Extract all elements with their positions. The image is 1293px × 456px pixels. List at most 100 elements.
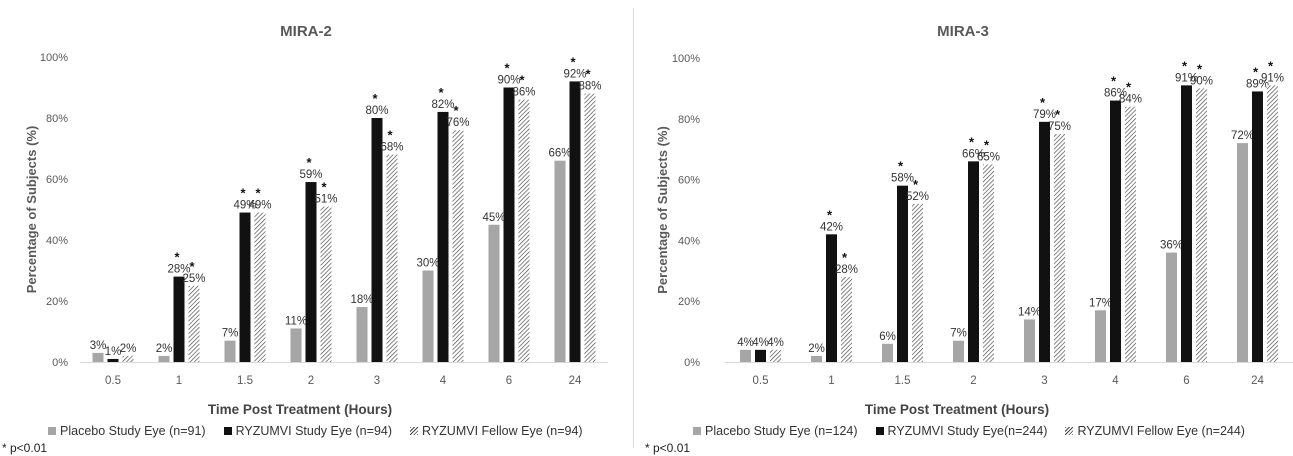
data-label: 3% [90, 340, 107, 352]
data-label: 2% [156, 343, 173, 355]
bar [371, 118, 383, 362]
bar [1267, 85, 1278, 363]
bar [826, 234, 837, 362]
x-tick-label: 24 [1251, 375, 1264, 387]
chart-mira-2: MIRA-2 0% 20% 40% 60% 80% 100% Percentage of Su… [24, 23, 608, 417]
data-label: 28% [167, 264, 190, 276]
significance-marker: * [984, 137, 990, 152]
bar [92, 352, 104, 362]
bar [1024, 319, 1035, 362]
bar [503, 87, 515, 362]
data-label: 58% [891, 173, 914, 185]
data-label: 76% [446, 117, 469, 129]
y-tick-label: 20% [678, 296, 700, 308]
data-label: 18% [350, 294, 373, 306]
significance-marker: * [306, 155, 312, 170]
bar [811, 355, 822, 362]
data-label: 68% [380, 142, 403, 154]
data-label: 7% [222, 328, 239, 340]
y-axis-label: Percentage of Subjects (%) [655, 126, 670, 294]
data-label: 59% [299, 169, 322, 181]
bar [882, 343, 893, 362]
bar [1125, 106, 1136, 362]
significance-marker: * [438, 85, 444, 100]
bar [1181, 85, 1192, 363]
data-label: 11% [285, 315, 307, 327]
data-label: 75% [1048, 121, 1071, 133]
y-tick-label: 80% [678, 114, 700, 126]
significance-marker: * [1268, 58, 1274, 73]
y-tick-label: 80% [46, 113, 68, 125]
significance-marker: * [1126, 80, 1132, 95]
x-tick-label: 0.5 [105, 375, 121, 387]
significance-marker: * [827, 207, 833, 222]
significance-marker: * [1182, 58, 1188, 73]
bar [107, 358, 119, 362]
bar [122, 355, 134, 362]
data-label: 89% [1246, 78, 1269, 90]
data-label: 2% [120, 343, 137, 355]
chart-panel-mira-2: MIRA-2 0% 20% 40% 60% 80% 100% Percentage of Su… [0, 0, 632, 456]
significance-marker: * [240, 186, 246, 201]
legend-label: Placebo Study Eye (n=91) [60, 424, 206, 438]
legend-label: Placebo Study Eye (n=124) [705, 424, 858, 438]
x-tick-label: 1.5 [895, 375, 911, 387]
footnote-mira-2: * p<0.01 [2, 441, 48, 455]
legend-swatch-ryzumvi-study [223, 427, 232, 435]
significance-marker: * [1111, 74, 1117, 89]
data-label: 88% [578, 81, 601, 93]
legend-item-placebo: Placebo Study Eye (n=91) [48, 424, 206, 438]
data-label: 28% [835, 264, 858, 276]
data-label: 36% [1160, 240, 1183, 252]
bar [452, 130, 464, 362]
data-label: 66% [548, 148, 571, 160]
x-tick-label: 4 [440, 375, 447, 387]
bar [1095, 310, 1106, 362]
data-label: 42% [820, 221, 843, 233]
bar [1039, 121, 1050, 362]
bar [305, 182, 317, 362]
legend-label: RYZUMVI Fellow Eye (n=94) [422, 424, 583, 438]
bar [1196, 88, 1207, 363]
bar [518, 99, 530, 362]
data-label: 52% [906, 191, 929, 203]
data-label: 49% [233, 200, 256, 212]
bar [386, 154, 398, 362]
data-label: 17% [1089, 297, 1112, 309]
bar [897, 185, 908, 362]
significance-marker: * [504, 61, 510, 76]
chart-title: MIRA-3 [937, 23, 989, 40]
significance-marker: * [842, 250, 848, 265]
data-label: 79% [1033, 109, 1056, 121]
y-tick-label: 20% [46, 296, 68, 308]
significance-marker: * [321, 179, 327, 194]
y-tick-label: 60% [678, 175, 700, 187]
bar [437, 111, 449, 363]
legend-mira-3: Placebo Study Eye (n=124) RYZUMVI Study … [693, 424, 1245, 438]
data-label: 90% [497, 75, 520, 87]
bar [953, 340, 964, 362]
bar [1166, 252, 1177, 362]
data-label: 91% [1261, 72, 1284, 84]
y-tick-label: 40% [678, 235, 700, 247]
x-tick-label: 3 [374, 375, 380, 387]
data-label: 72% [1231, 130, 1254, 142]
significance-marker: * [1197, 61, 1203, 76]
x-tick-label: 4 [1112, 375, 1119, 387]
data-label: 91% [1175, 72, 1198, 84]
bar [569, 81, 581, 363]
y-axis-label: Percentage of Subjects (%) [24, 126, 39, 294]
panel-divider [633, 8, 634, 448]
data-label: 90% [1190, 75, 1213, 87]
significance-marker: * [1040, 95, 1046, 110]
data-label: 66% [962, 148, 985, 160]
y-tick-label: 40% [46, 235, 68, 247]
data-label: 84% [1119, 94, 1142, 106]
data-label: 14% [1018, 306, 1041, 318]
data-label: 49% [248, 200, 271, 212]
data-label: 45% [482, 212, 505, 224]
x-tick-label: 1 [176, 375, 182, 387]
data-label: 86% [512, 87, 535, 99]
significance-marker: * [570, 54, 576, 69]
data-label: 25% [182, 273, 205, 285]
